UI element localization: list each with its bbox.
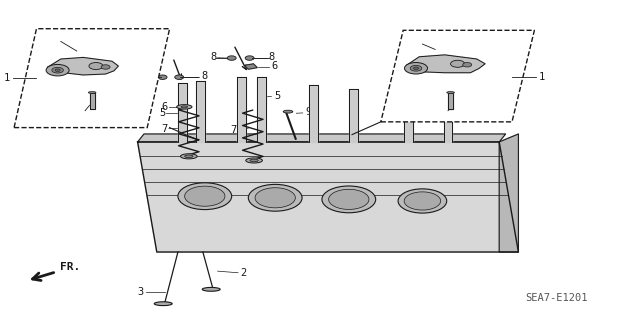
Text: 5: 5 <box>274 91 280 101</box>
Polygon shape <box>309 85 318 142</box>
Text: SEA7-E1201: SEA7-E1201 <box>525 293 588 303</box>
Ellipse shape <box>283 110 293 113</box>
Ellipse shape <box>250 159 259 162</box>
Text: 7: 7 <box>230 124 237 135</box>
Ellipse shape <box>154 302 172 306</box>
Text: 2: 2 <box>240 268 246 278</box>
Polygon shape <box>381 30 534 122</box>
Ellipse shape <box>184 155 193 158</box>
Ellipse shape <box>180 154 197 159</box>
Ellipse shape <box>88 92 96 93</box>
Text: 5: 5 <box>159 108 165 118</box>
Circle shape <box>245 56 254 60</box>
Circle shape <box>89 63 103 70</box>
Circle shape <box>227 56 236 60</box>
Text: 9: 9 <box>305 107 312 117</box>
Circle shape <box>329 189 369 210</box>
Text: 1: 1 <box>539 72 545 82</box>
Circle shape <box>398 189 447 213</box>
Text: 10: 10 <box>428 38 440 48</box>
Circle shape <box>413 67 419 70</box>
Circle shape <box>463 63 472 67</box>
Polygon shape <box>196 81 205 142</box>
Polygon shape <box>257 77 266 142</box>
Polygon shape <box>90 93 95 109</box>
Text: 6: 6 <box>161 101 168 112</box>
Text: 4: 4 <box>77 106 83 116</box>
Text: 6: 6 <box>271 61 278 71</box>
Polygon shape <box>244 64 257 69</box>
Circle shape <box>175 75 184 79</box>
Text: 8: 8 <box>269 52 275 62</box>
Circle shape <box>451 60 465 67</box>
Circle shape <box>46 64 69 76</box>
Circle shape <box>185 186 225 206</box>
Text: FR.: FR. <box>60 262 81 272</box>
Circle shape <box>178 183 232 210</box>
Ellipse shape <box>177 105 192 109</box>
Circle shape <box>255 188 296 208</box>
Circle shape <box>158 75 167 79</box>
Polygon shape <box>406 55 485 73</box>
Polygon shape <box>178 83 187 142</box>
Circle shape <box>404 192 441 210</box>
Text: 4: 4 <box>444 107 450 117</box>
Circle shape <box>101 65 110 69</box>
Ellipse shape <box>246 158 262 163</box>
Circle shape <box>404 63 428 74</box>
Polygon shape <box>444 97 452 142</box>
Circle shape <box>55 69 60 71</box>
Ellipse shape <box>202 287 220 291</box>
Text: 8: 8 <box>210 52 216 62</box>
Text: 10: 10 <box>37 36 50 47</box>
Polygon shape <box>499 134 518 252</box>
Polygon shape <box>14 29 170 128</box>
Polygon shape <box>138 134 506 142</box>
Circle shape <box>248 184 302 211</box>
Polygon shape <box>138 142 518 252</box>
Text: 8: 8 <box>140 71 146 81</box>
Polygon shape <box>404 93 413 142</box>
Text: 1: 1 <box>3 73 10 83</box>
Polygon shape <box>349 89 358 142</box>
Polygon shape <box>448 93 453 109</box>
Circle shape <box>52 67 63 73</box>
Text: 3: 3 <box>138 287 144 297</box>
Polygon shape <box>237 77 246 142</box>
Circle shape <box>322 186 376 213</box>
Circle shape <box>410 65 422 71</box>
Ellipse shape <box>447 92 454 93</box>
Ellipse shape <box>181 106 188 108</box>
Polygon shape <box>48 57 118 75</box>
Text: 7: 7 <box>161 124 168 134</box>
Text: 8: 8 <box>201 71 207 81</box>
